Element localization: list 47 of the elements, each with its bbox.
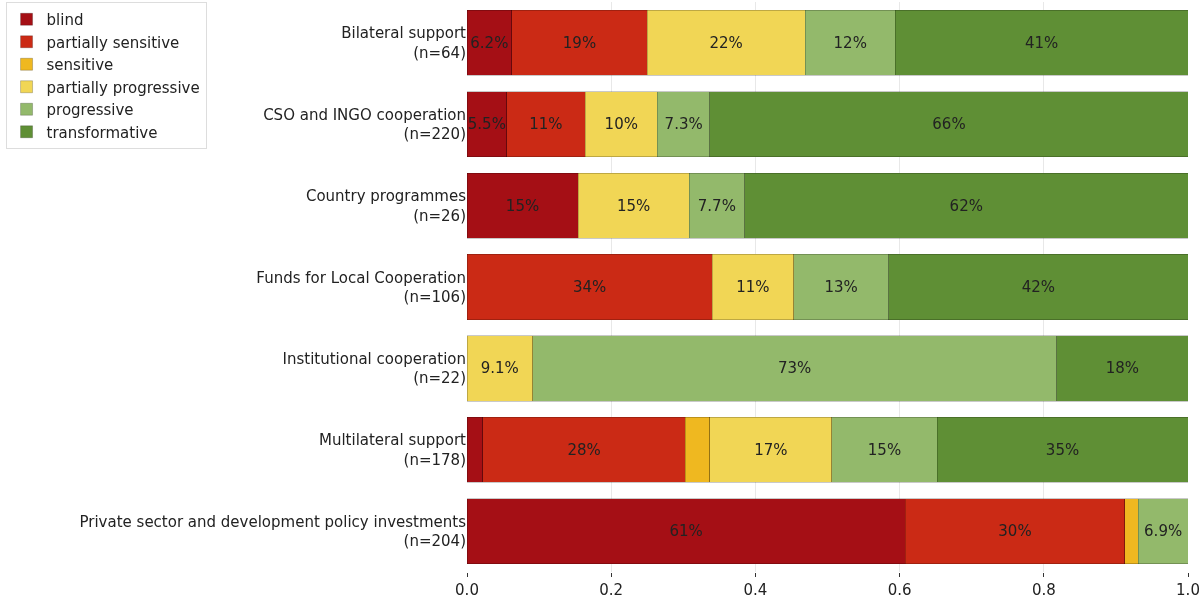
text: 0.0 xyxy=(455,581,479,599)
legend-label: transformative xyxy=(46,123,158,142)
data-label: 19% xyxy=(562,33,597,52)
data-label: 9.1% xyxy=(480,359,519,378)
data-label: 15% xyxy=(616,196,651,215)
legend-label: blind xyxy=(46,11,84,30)
data-label: 11% xyxy=(736,278,770,296)
data-label: 5.5% xyxy=(467,115,506,134)
data-label: 6.9% xyxy=(1144,522,1183,541)
data-label: 41% xyxy=(1024,33,1059,52)
y-tick-label: Multilateral support (n=178) xyxy=(318,431,467,469)
data-label: 18% xyxy=(1105,359,1140,378)
data-label: 6.2% xyxy=(470,33,509,52)
legend-label: partially sensitive xyxy=(46,33,180,52)
data-label: 10% xyxy=(604,115,638,134)
text: 0.8 xyxy=(1031,581,1056,599)
data-label: 42% xyxy=(1021,278,1056,296)
data-label: 61% xyxy=(669,522,703,541)
data-label: 11% xyxy=(529,115,563,134)
data-label: 62% xyxy=(949,196,983,215)
data-label: 7.7% xyxy=(697,196,736,215)
y-tick-label: Private sector and development policy investments (n=204) xyxy=(79,512,467,551)
data-label: 34% xyxy=(572,278,607,296)
data-label: 13% xyxy=(824,278,858,296)
text: 0.6 xyxy=(887,581,912,599)
data-label: 17% xyxy=(754,440,788,459)
legend-label: progressive xyxy=(46,101,134,120)
y-tick-label: Institutional cooperation (n=22) xyxy=(282,349,466,388)
data-label: 22% xyxy=(709,33,743,52)
y-tick-label: Bilateral support (n=64) xyxy=(341,24,467,62)
data-label: 35% xyxy=(1045,440,1080,459)
data-label: 66% xyxy=(932,115,966,134)
data-label: 73% xyxy=(778,359,812,378)
text: 0.4 xyxy=(743,581,768,599)
data-label: 12% xyxy=(833,33,867,52)
text: 1.0 xyxy=(1176,581,1200,599)
y-tick-label: Country programmes (n=26) xyxy=(305,187,467,225)
data-label: 15% xyxy=(867,440,902,459)
text: 0.2 xyxy=(599,581,624,599)
data-label: 30% xyxy=(998,522,1032,541)
data-label: 15% xyxy=(505,196,540,215)
data-label: 28% xyxy=(567,440,601,459)
legend-label: sensitive xyxy=(46,56,114,75)
data-label: 7.3% xyxy=(664,115,703,134)
legend-label: partially progressive xyxy=(46,78,200,97)
y-tick-label: Funds for Local Cooperation (n=106) xyxy=(256,268,466,306)
y-tick-label: CSO and INGO cooperation (n=220) xyxy=(263,105,466,144)
